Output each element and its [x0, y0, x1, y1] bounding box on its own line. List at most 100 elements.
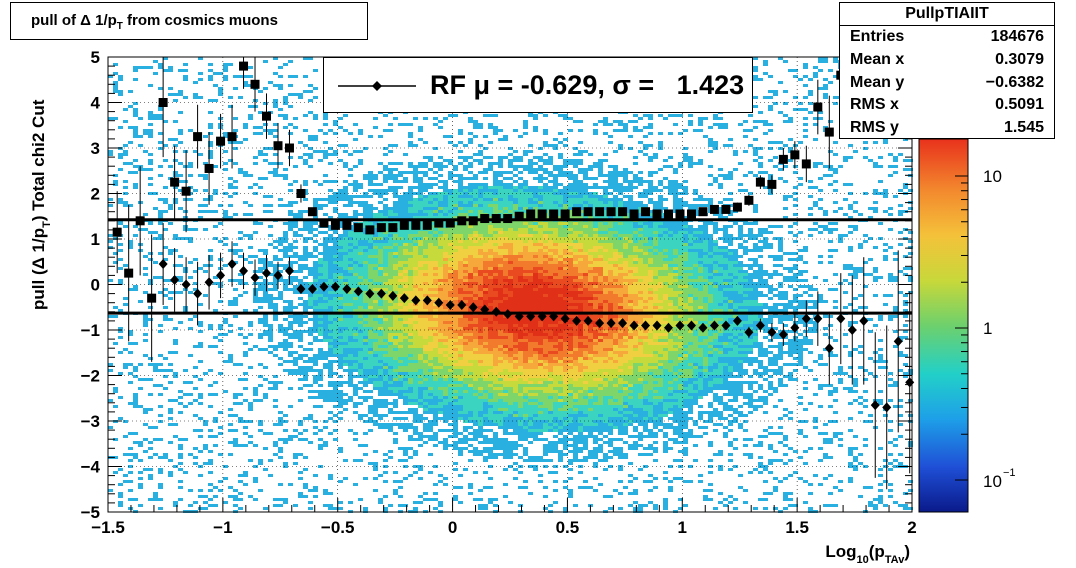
data-point-square	[824, 127, 834, 137]
legend: RF μ = -0.629, σ = 1.423	[323, 57, 753, 113]
data-point-diamond	[296, 284, 306, 295]
data-point-square	[801, 159, 811, 169]
data-point-diamond	[790, 322, 800, 333]
data-point-square	[388, 223, 398, 233]
data-point-diamond	[262, 268, 272, 279]
stats-row-entries: Entries 184676	[850, 28, 1044, 45]
data-point-square	[365, 225, 375, 235]
data-point-diamond	[399, 293, 409, 304]
data-point-square	[422, 220, 432, 230]
data-point-square	[721, 204, 731, 214]
data-point-square	[652, 209, 662, 219]
y-tick-label: −4	[81, 458, 101, 477]
color-scale-label-0.1-exponent: −1	[1003, 467, 1016, 479]
x-tick-label: 1.5	[785, 518, 809, 537]
data-point-square	[181, 186, 191, 196]
y-tick-label: 0	[91, 276, 100, 295]
data-point-diamond	[675, 320, 685, 331]
data-point-diamond	[882, 402, 892, 413]
stats-row-mean-x: Mean x 0.3079	[850, 50, 1044, 68]
data-point-square	[227, 132, 237, 142]
data-point-diamond	[422, 295, 432, 306]
data-point-square	[813, 102, 823, 112]
data-point-diamond	[686, 320, 696, 331]
x-tick-label: 2	[907, 518, 916, 537]
data-point-diamond	[583, 315, 593, 326]
data-point-diamond	[767, 327, 777, 338]
stats-box: PullpTIAIIT Entries 184676 Mean x 0.3079 M…	[839, 2, 1055, 139]
stats-row-mean-y: Mean y −0.6382	[850, 73, 1044, 91]
y-tick-label: −5	[81, 503, 100, 522]
data-point-diamond	[204, 277, 214, 288]
data-point-square	[686, 209, 696, 219]
data-point-square	[296, 189, 306, 198]
data-point-square	[468, 216, 478, 226]
data-point-diamond	[468, 302, 478, 313]
data-point-square	[330, 220, 340, 230]
data-point-square	[767, 179, 777, 189]
y-tick-label: 4	[91, 94, 101, 113]
data-point-square	[445, 218, 455, 228]
data-point-square	[273, 141, 283, 151]
data-point-diamond	[503, 309, 513, 320]
plot-title: pull of Δ 1/pT from cosmics muons	[31, 12, 278, 32]
data-point-diamond	[629, 320, 639, 331]
data-point-diamond	[491, 306, 501, 317]
data-point-diamond	[353, 286, 363, 297]
color-scale-label-10: 10	[983, 167, 1002, 186]
data-point-square	[216, 136, 226, 146]
data-point-square	[250, 79, 260, 89]
data-point-diamond	[870, 400, 880, 411]
data-point-diamond	[641, 320, 651, 331]
data-point-diamond	[388, 290, 398, 301]
data-point-diamond	[445, 299, 455, 310]
data-point-diamond	[549, 311, 559, 322]
data-point-square	[560, 209, 570, 219]
data-point-diamond	[284, 265, 294, 276]
data-point-square	[629, 209, 639, 219]
data-point-diamond	[307, 284, 317, 295]
legend-marker-icon	[338, 81, 416, 91]
data-point-square	[491, 214, 501, 224]
data-point-diamond	[572, 315, 582, 326]
data-point-diamond	[652, 320, 662, 331]
data-point-square	[307, 207, 317, 217]
data-point-diamond	[457, 299, 467, 310]
stats-title: PullpTIAIIT	[840, 3, 1054, 26]
y-tick-label: 3	[91, 139, 100, 158]
data-point-diamond	[836, 313, 846, 324]
data-point-diamond	[480, 304, 490, 315]
y-tick-label: 5	[91, 48, 100, 67]
data-point-square	[158, 98, 168, 107]
data-points	[112, 57, 915, 490]
data-point-diamond	[595, 318, 605, 329]
data-point-square	[732, 202, 742, 212]
data-point-square	[124, 268, 134, 278]
data-point-diamond	[514, 311, 524, 322]
data-point-square	[284, 143, 294, 153]
data-point-diamond	[411, 295, 421, 306]
data-point-square	[549, 209, 559, 219]
color-scale-label-0.1: 10	[983, 472, 1002, 491]
data-point-square	[262, 111, 272, 121]
data-point-diamond	[158, 259, 168, 270]
data-point-square	[755, 177, 765, 187]
data-point-diamond	[342, 284, 352, 295]
data-point-square	[193, 132, 203, 142]
data-point-square	[503, 214, 513, 224]
data-point-square	[342, 220, 352, 230]
data-point-diamond	[721, 320, 731, 331]
stats-row-rms-y: RMS y 1.545	[850, 119, 1044, 137]
data-point-diamond	[732, 315, 742, 326]
data-point-diamond	[376, 288, 386, 299]
data-point-square	[147, 293, 157, 303]
data-point-diamond	[618, 318, 628, 329]
stats-row-rms-x: RMS x 0.5091	[850, 96, 1044, 114]
data-point-square	[675, 209, 685, 219]
data-point-diamond	[893, 336, 903, 347]
data-point-diamond	[859, 315, 869, 326]
data-point-square	[744, 195, 754, 205]
data-point-square	[112, 227, 122, 237]
x-tick-label: 1	[678, 518, 687, 537]
data-point-diamond	[778, 329, 788, 340]
